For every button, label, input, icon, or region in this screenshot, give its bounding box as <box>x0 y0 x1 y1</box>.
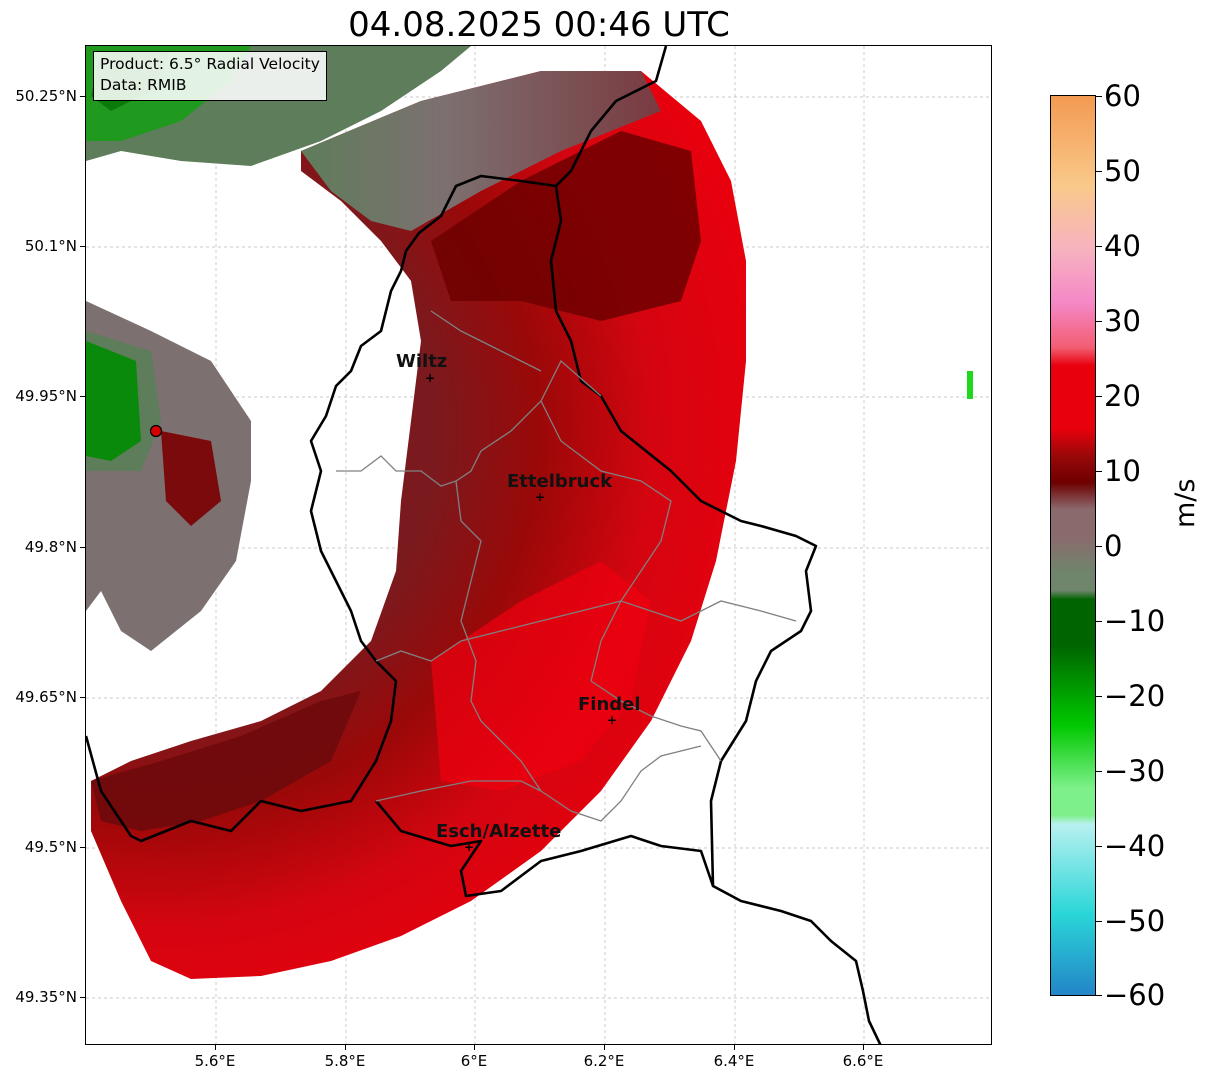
product-label: Product: 6.5° Radial Velocity <box>100 55 320 73</box>
lon-tick <box>863 1045 864 1050</box>
colorbar-tick <box>1096 246 1102 247</box>
colorbar-tick <box>1096 96 1102 97</box>
lat-label: 49.8°N <box>24 538 77 556</box>
lat-tick <box>80 997 85 998</box>
city-marker-findel: + <box>607 713 618 727</box>
radar-echo-main-arc <box>91 71 746 979</box>
colorbar-label: 20 <box>1104 379 1141 413</box>
lon-tick <box>215 1045 216 1050</box>
lat-tick <box>80 96 85 97</box>
lat-tick <box>80 847 85 848</box>
colorbar-tick <box>1096 396 1102 397</box>
colorbar-label: −30 <box>1104 754 1166 788</box>
colorbar-unit-label: m/s <box>1170 478 1201 528</box>
colorbar-tick <box>1096 696 1102 697</box>
velocity-colorbar <box>1050 95 1096 996</box>
lon-label: 6.6°E <box>842 1052 884 1070</box>
lon-label: 5.6°E <box>194 1052 236 1070</box>
radar-map[interactable] <box>85 45 992 1045</box>
colorbar-label: 60 <box>1104 79 1141 113</box>
radar-map-canvas <box>86 46 991 1044</box>
colorbar-label: 30 <box>1104 304 1141 338</box>
lat-tick <box>80 697 85 698</box>
isolated-echo-right <box>967 371 973 399</box>
lon-tick <box>604 1045 605 1050</box>
colorbar-label: −20 <box>1104 679 1166 713</box>
city-marker-esch-alzette: + <box>464 840 475 854</box>
city-label-esch-alzette: Esch/Alzette <box>436 821 562 842</box>
colorbar-label: −60 <box>1104 978 1166 1012</box>
lat-tick <box>80 246 85 247</box>
colorbar-label: −40 <box>1104 829 1166 863</box>
lat-label: 50.25°N <box>15 87 77 105</box>
lat-label: 49.95°N <box>15 387 77 405</box>
colorbar-tick <box>1096 921 1102 922</box>
lat-label: 49.35°N <box>15 988 77 1006</box>
product-info-box: Product: 6.5° Radial Velocity Data: RMIB <box>93 51 327 101</box>
data-source-label: Data: RMIB <box>100 76 187 94</box>
lat-tick <box>80 396 85 397</box>
city-marker-ettelbruck: + <box>535 490 546 504</box>
lon-label: 5.8°E <box>324 1052 366 1070</box>
lon-tick <box>734 1045 735 1050</box>
country-borders <box>86 46 882 1044</box>
lat-label: 50.1°N <box>24 237 77 255</box>
colorbar-tick <box>1096 321 1102 322</box>
colorbar-label: −50 <box>1104 904 1166 938</box>
colorbar-tick <box>1096 471 1102 472</box>
map-title: 04.08.2025 00:46 UTC <box>348 5 730 45</box>
colorbar-tick <box>1096 621 1102 622</box>
colorbar-label: 10 <box>1104 454 1141 488</box>
lon-label: 6.4°E <box>713 1052 755 1070</box>
colorbar-label: −10 <box>1104 604 1166 638</box>
city-label-ettelbruck: Ettelbruck <box>507 471 613 492</box>
canton-boundaries <box>336 310 797 822</box>
city-label-wiltz: Wiltz <box>396 351 448 372</box>
lon-tick <box>474 1045 475 1050</box>
colorbar-tick <box>1096 171 1102 172</box>
radar-site-marker <box>149 424 163 438</box>
city-label-findel: Findel <box>578 694 641 715</box>
lon-label: 6°E <box>460 1052 488 1070</box>
lon-label: 6.2°E <box>583 1052 625 1070</box>
lat-tick <box>80 547 85 548</box>
colorbar-label: 50 <box>1104 154 1141 188</box>
lat-label: 49.5°N <box>24 838 77 856</box>
colorbar-tick <box>1096 546 1102 547</box>
radar-echo-near-site <box>86 301 251 651</box>
colorbar-label: 0 <box>1104 529 1123 563</box>
lon-tick <box>345 1045 346 1050</box>
colorbar-tick <box>1096 995 1102 996</box>
city-marker-wiltz: + <box>425 371 436 385</box>
colorbar-tick <box>1096 846 1102 847</box>
lat-label: 49.65°N <box>15 688 77 706</box>
colorbar-tick <box>1096 771 1102 772</box>
colorbar-label: 40 <box>1104 229 1141 263</box>
